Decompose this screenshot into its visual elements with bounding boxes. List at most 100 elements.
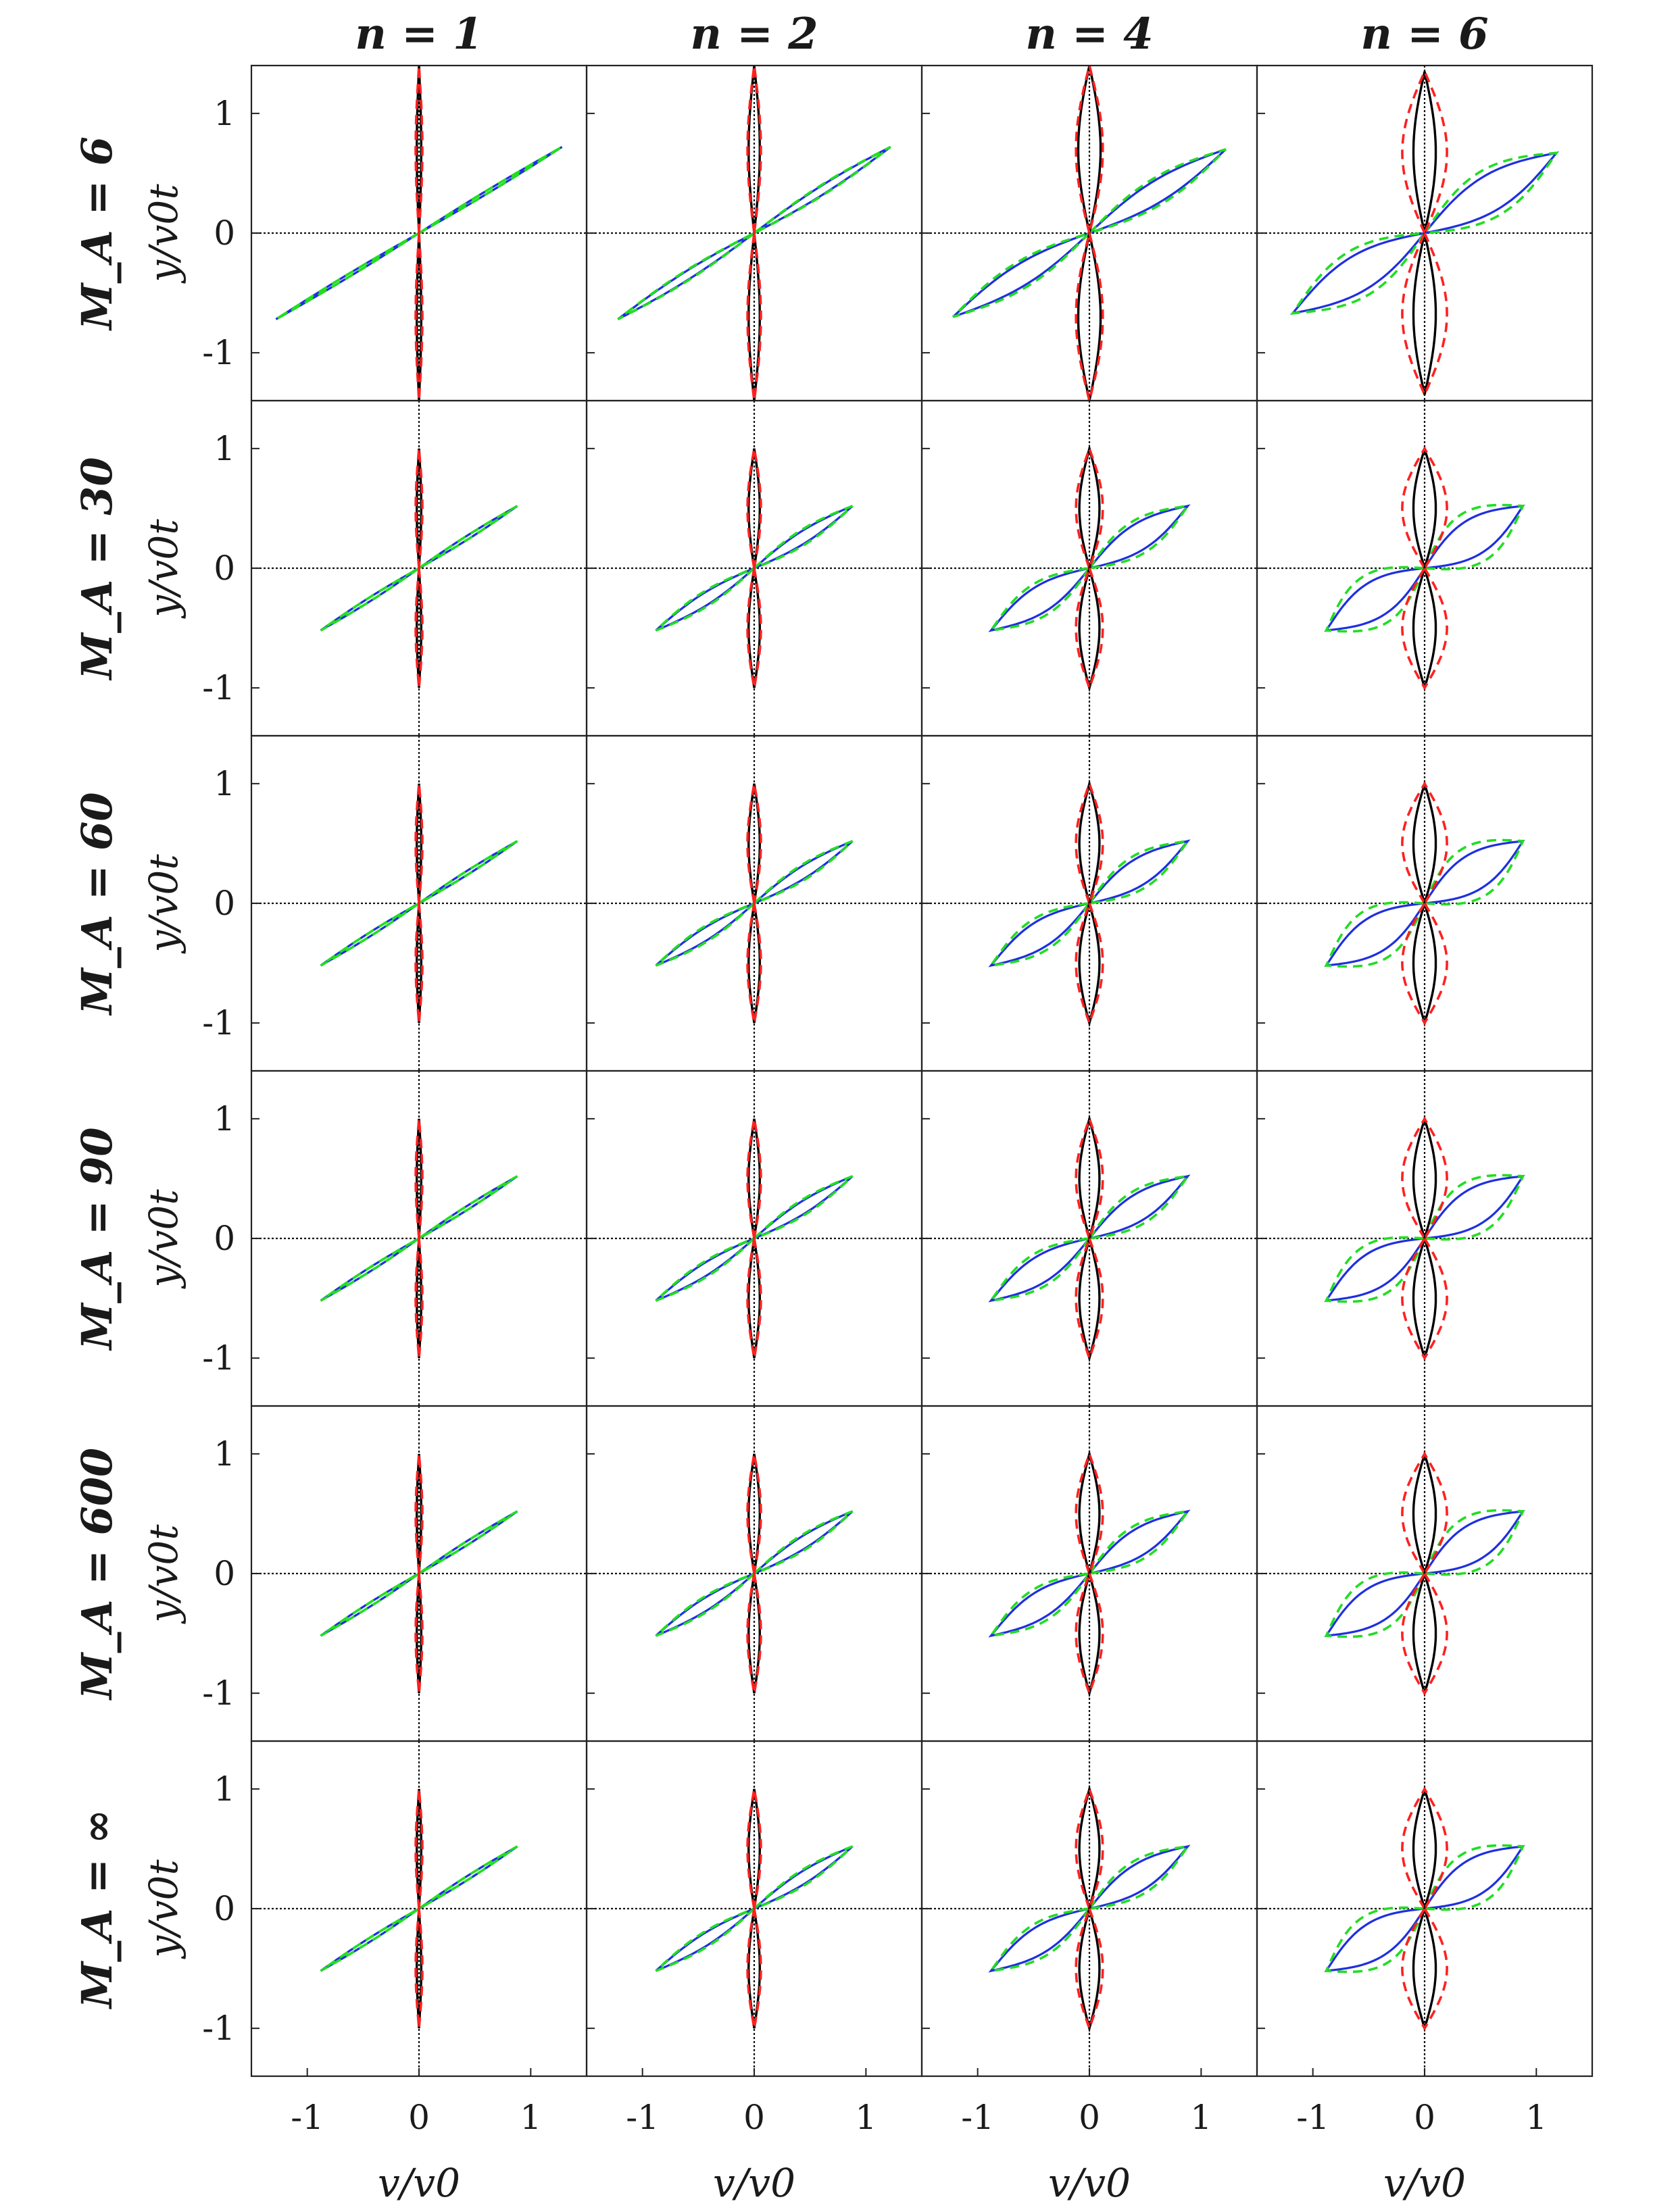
diagonal-lobe-dashed	[753, 505, 854, 570]
diagonal-lobe-solid	[655, 1572, 756, 1637]
vertical-lobe-dashed	[1075, 1115, 1104, 1242]
diagonal-lobe-dashed	[617, 232, 756, 321]
diagonal-lobe-dashed	[1324, 901, 1427, 968]
y-tick-label: -1	[202, 333, 235, 372]
y-axis-label: y/v0t	[141, 1189, 187, 1290]
column-title: n = 6	[1360, 9, 1488, 59]
vertical-lobe-dashed	[1401, 1906, 1448, 2031]
diagonal-lobe-dashed	[1423, 1844, 1525, 1911]
vertical-lobe-dashed	[414, 903, 424, 1024]
panel	[1257, 66, 1592, 401]
vertical-lobe-dashed	[414, 1908, 424, 2029]
panel	[922, 1406, 1257, 1741]
vertical-lobe-dashed	[1401, 446, 1448, 571]
diagonal-lobe-solid	[655, 1237, 756, 1302]
diagonal-lobe-dashed	[320, 1237, 420, 1302]
diagonal-lobe-dashed	[320, 1572, 420, 1637]
row-title: M_A = ∞	[72, 1809, 122, 2010]
vertical-lobe-dashed	[746, 568, 762, 688]
panel	[922, 401, 1257, 736]
diagonal-lobe-solid	[988, 1572, 1093, 1638]
panel	[1257, 736, 1592, 1071]
vertical-lobe-dashed	[1075, 1234, 1104, 1362]
diagonal-lobe-dashed	[655, 1907, 756, 1972]
titles-layer: n = 1 n = 2 n = 4 n = 6 M_A = 6 y/v0t M_A = 30…	[72, 9, 1547, 2206]
diagonal-lobe-solid	[1421, 151, 1560, 235]
diagonal-lobe-solid	[1088, 148, 1227, 234]
row-title: M_A = 600	[72, 1448, 122, 1701]
diagonal-lobe-solid	[988, 1236, 1093, 1303]
vertical-lobe-dashed	[1075, 1450, 1104, 1578]
vertical-lobe-dashed	[414, 1118, 424, 1239]
y-tick-label: -1	[202, 668, 235, 707]
y-tick-label: 0	[214, 549, 235, 588]
panel	[587, 1071, 922, 1406]
x-tick-label: 1	[855, 2098, 877, 2137]
y-tick-label: 0	[214, 1554, 235, 1593]
y-axis-label: y/v0t	[141, 1859, 187, 1960]
vertical-lobe-dashed	[1075, 232, 1104, 401]
diagonal-lobe-dashed	[753, 840, 854, 905]
vertical-lobe-dashed	[414, 232, 424, 401]
x-tick-label: 1	[1525, 2098, 1547, 2137]
diagonal-lobe-dashed	[753, 145, 891, 234]
panel	[1257, 1071, 1592, 1406]
diagonal-lobe-solid	[655, 902, 756, 967]
panel	[922, 1071, 1257, 1406]
vertical-lobe-dashed	[1401, 1116, 1448, 1241]
vertical-lobe-dashed	[1401, 1451, 1448, 1576]
vertical-lobe-dashed	[1075, 780, 1104, 907]
diagonal-lobe-solid	[1086, 839, 1191, 905]
diagonal-lobe-dashed	[1423, 838, 1525, 906]
diagonal-lobe-solid	[952, 232, 1091, 318]
diagonal-lobe-dashed	[418, 840, 518, 905]
vertical-lobe-dashed	[1075, 1785, 1104, 1913]
diagonal-lobe-dashed	[275, 232, 420, 321]
diagonal-lobe-solid	[754, 146, 891, 234]
vertical-lobe-dashed	[746, 1908, 762, 2029]
vertical-lobe-dashed	[414, 1573, 424, 1694]
diagonal-lobe-dashed	[418, 1510, 518, 1575]
row-title: M_A = 60	[72, 792, 122, 1015]
diagonal-lobe-dashed	[1087, 1509, 1191, 1576]
y-tick-label: 1	[214, 1099, 235, 1138]
diagonal-lobe-solid	[655, 1907, 756, 1972]
diagonal-lobe-dashed	[753, 1510, 854, 1575]
vertical-lobe-dashed	[746, 232, 762, 401]
vertical-lobe-dashed	[1401, 1236, 1448, 1361]
diagonal-lobe-dashed	[988, 1907, 1092, 1973]
diagonal-lobe-dashed	[320, 902, 420, 967]
diagonal-lobe-dashed	[952, 232, 1091, 318]
x-tick-label: -1	[291, 2098, 324, 2137]
y-axis-label: y/v0t	[141, 519, 187, 620]
diagonal-lobe-solid	[988, 901, 1093, 967]
diagonal-lobe-dashed	[1087, 1174, 1191, 1240]
panel	[922, 736, 1257, 1071]
diagonal-lobe-dashed	[753, 1845, 854, 1910]
panel	[251, 65, 587, 401]
diagonal-lobe-solid	[753, 1510, 854, 1575]
column-title: n = 1	[355, 9, 483, 59]
vertical-lobe-dashed	[1401, 1571, 1448, 1696]
diagonal-lobe-dashed	[655, 567, 756, 632]
diagonal-lobe-dashed	[655, 902, 756, 967]
diagonal-lobe-solid	[753, 505, 854, 570]
diagonal-lobe-solid	[1289, 231, 1428, 316]
vertical-lobe-dashed	[746, 1573, 762, 1694]
diagonal-lobe-solid	[1086, 1174, 1191, 1240]
panel	[587, 1741, 922, 2076]
vertical-lobe-solid	[1078, 899, 1101, 1028]
vertical-lobe-solid	[1078, 1784, 1101, 1913]
vertical-lobe-dashed	[746, 1238, 762, 1359]
vertical-lobe-dashed	[1401, 565, 1448, 690]
panel	[587, 65, 922, 401]
vertical-lobe-dashed	[1401, 781, 1448, 906]
diagonal-lobe-dashed	[418, 1845, 518, 1910]
x-axis-label: v/v0	[1383, 2160, 1466, 2206]
vertical-lobe-dashed	[414, 1238, 424, 1359]
x-tick-label: 1	[1190, 2098, 1212, 2137]
diagonal-lobe-dashed	[1088, 148, 1227, 234]
diagonal-lobe-dashed	[1087, 504, 1191, 570]
y-axis-label: y/v0t	[141, 1524, 187, 1625]
vertical-lobe-dashed	[746, 1788, 762, 1909]
